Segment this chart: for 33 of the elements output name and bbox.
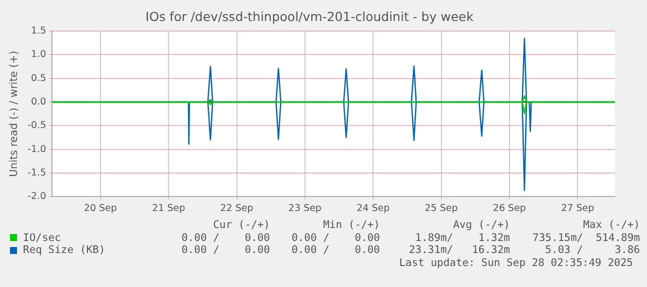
y-tick-label: 0.0 bbox=[31, 96, 46, 108]
y-tick-label: -0.5 bbox=[28, 120, 46, 132]
text: 0.00 / 0.00 bbox=[290, 232, 380, 244]
legend-label: Req Size (KB) bbox=[23, 244, 106, 256]
x-tick-label: 25 Sep bbox=[424, 202, 458, 214]
chart-title: IOs for /dev/ssd-thinpool/vm-201-cloudinit - by week bbox=[146, 8, 474, 24]
y-tick-label: 0.5 bbox=[31, 72, 46, 84]
y-tick-label: 1.5 bbox=[31, 25, 46, 36]
x-tick-label: 22 Sep bbox=[220, 202, 254, 214]
text: Max (-/+) bbox=[582, 219, 640, 232]
text: 23.31m/ 16.32m bbox=[408, 244, 510, 256]
x-tick-label: 26 Sep bbox=[492, 202, 526, 214]
y-tick-label: -2.0 bbox=[28, 191, 46, 202]
text: 1.89m/ 1.32m bbox=[414, 232, 510, 244]
y-tick-label: -1.5 bbox=[28, 167, 46, 178]
x-tick-label: 21 Sep bbox=[152, 202, 186, 214]
text: Last update: Sun Sep 28 02:35:49 2025 bbox=[399, 257, 633, 269]
legend-label: IO/sec bbox=[23, 232, 61, 244]
text: 0.00 / 0.00 bbox=[180, 232, 270, 244]
text: Avg (-/+) bbox=[452, 219, 510, 232]
y-axis-title: Units read (-) / write (+) bbox=[8, 50, 20, 177]
text: 735.15m/ 514.89m bbox=[532, 232, 640, 244]
text: 0.00 / 0.00 bbox=[290, 244, 380, 256]
y-tick-label: 1.0 bbox=[31, 49, 46, 60]
x-tick-label: 23 Sep bbox=[288, 202, 322, 214]
x-tick-label: 20 Sep bbox=[84, 202, 117, 214]
text: 0.00 / 0.00 bbox=[180, 244, 270, 256]
x-tick-label: 24 Sep bbox=[356, 202, 390, 214]
x-tick-label: 27 Sep bbox=[561, 202, 594, 214]
text: Min (-/+) bbox=[322, 219, 380, 232]
text: Cur (-/+) bbox=[212, 219, 270, 232]
y-tick-label: -1.0 bbox=[28, 144, 46, 155]
text: 5.03 / 3.86 bbox=[544, 244, 640, 256]
